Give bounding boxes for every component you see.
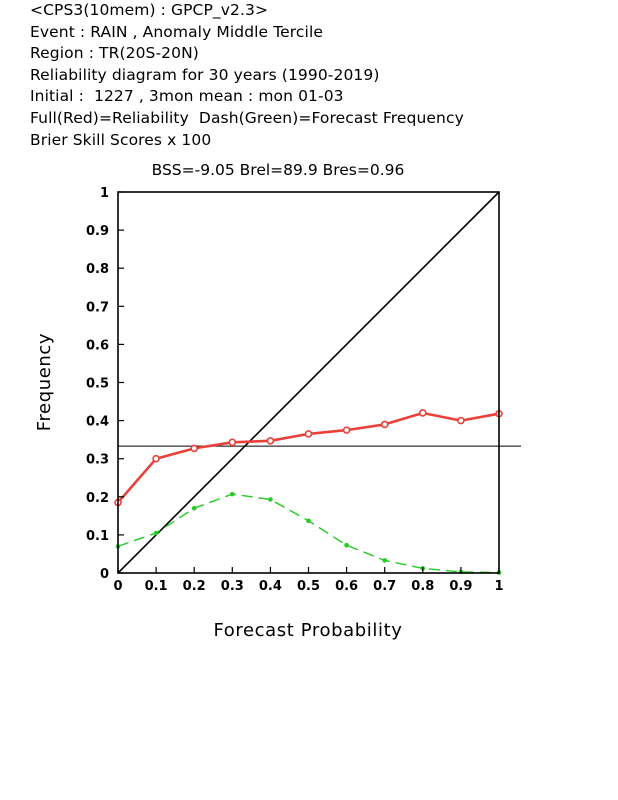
header-line: Full(Red)=Reliability Dash(Green)=Foreca… <box>30 108 464 127</box>
forecast-frequency-point <box>268 497 273 502</box>
x-tick-label: 0.7 <box>373 579 396 594</box>
reliability-point <box>152 454 160 463</box>
reliability-point <box>266 436 275 445</box>
reliability-line <box>117 411 500 504</box>
y-tick-label: 0 <box>100 567 109 582</box>
forecast-frequency-point <box>191 505 197 511</box>
header-line: <CPS3(10mem) : GPCP_v2.3> <box>30 1 269 19</box>
forecast-frequency-point <box>344 542 349 548</box>
x-tick-label: 0 <box>113 579 122 594</box>
x-axis-label: Forecast Probability <box>213 620 402 641</box>
y-tick-label: 0.4 <box>86 415 109 430</box>
header-line: Brier Skill Scores x 100 <box>30 130 212 149</box>
x-tick-label: 0.3 <box>221 579 244 594</box>
forecast-frequency-line <box>117 493 500 574</box>
reliability-point <box>380 420 389 429</box>
y-tick-label: 0.5 <box>86 377 109 392</box>
y-tick-label: 1 <box>100 186 109 201</box>
reliability-point <box>190 444 198 453</box>
scores-label: BSS=-9.05 Brel=89.9 Bres=0.96 <box>152 161 405 179</box>
forecast-frequency-point <box>306 518 311 524</box>
forecast-frequency-point <box>153 530 159 536</box>
y-axis-label: Frequency <box>34 333 55 431</box>
x-tick-label: 0.1 <box>145 579 168 594</box>
x-tick-label: 1 <box>494 579 503 594</box>
y-tick-label: 0.7 <box>86 300 109 315</box>
y-tick-label: 0.8 <box>86 262 109 277</box>
header-line: Event : RAIN , Anomaly Middle Tercile <box>30 22 323 41</box>
perfect-reliability-line <box>117 191 500 574</box>
tick-layer: 0 0.1 0.2 0.3 0.4 0.5 0.6 0.7 0.8 0.9 1 0 0.1 0.2 0.3 0… <box>86 186 504 594</box>
series-layer <box>114 409 503 575</box>
x-tick-label: 0.4 <box>259 579 282 594</box>
reliability-point <box>304 430 313 438</box>
reliability-point <box>418 409 427 417</box>
y-tick-label: 0.1 <box>86 529 109 544</box>
header-line: Reliability diagram for 30 years (1990-2… <box>30 65 380 84</box>
x-tick-label: 0.6 <box>335 579 358 594</box>
forecast-frequency-point <box>382 558 388 563</box>
y-tick-label: 0.2 <box>86 491 109 506</box>
y-tick-label: 0.9 <box>86 224 109 239</box>
y-tick-label: 0.3 <box>86 453 109 468</box>
reliability-point <box>228 438 237 447</box>
forecast-frequency-point <box>230 491 235 497</box>
header-line: Initial : 1227 , 3mon mean : mon 01-03 <box>30 87 344 106</box>
x-tick-label: 0.8 <box>411 579 434 594</box>
reliability-point <box>342 426 351 434</box>
reliability-point <box>457 416 465 425</box>
header-text: <CPS3(10mem) : GPCP_v2.3> Event : RAIN , … <box>30 0 464 151</box>
reference-lines <box>117 191 521 574</box>
x-tick-label: 0.5 <box>297 579 320 594</box>
x-tick-label: 0.2 <box>183 579 206 594</box>
y-tick-label: 0.6 <box>86 338 109 353</box>
x-tick-label: 0.9 <box>449 579 472 594</box>
header-line: Region : TR(20S-20N) <box>30 44 199 63</box>
